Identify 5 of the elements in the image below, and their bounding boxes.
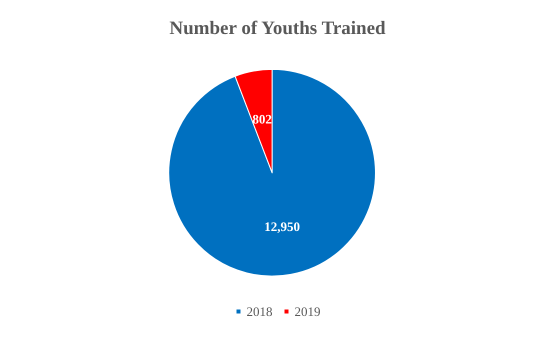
- chart-title: Number of Youths Trained: [169, 18, 386, 39]
- legend-label: 2018: [246, 304, 272, 319]
- data-label: 802: [252, 111, 272, 126]
- legend-label: 2019: [294, 304, 320, 319]
- data-label: 12,950: [264, 218, 300, 234]
